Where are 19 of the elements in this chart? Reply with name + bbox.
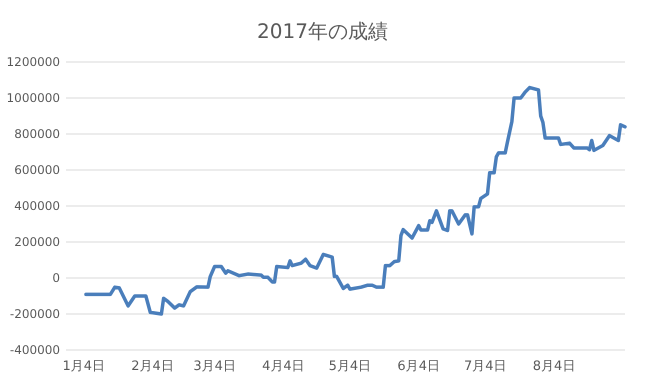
y-tick-label: 600000 [14,163,60,178]
x-tick-label: 1月4日 [62,359,106,374]
y-tick-label: 200000 [14,235,60,250]
x-tick-label: 8月4日 [532,359,576,374]
y-tick-label: 1200000 [6,55,60,70]
y-tick-label: 400000 [14,199,60,214]
x-tick-label: 5月4日 [328,359,372,374]
y-tick-label: -400000 [10,343,60,358]
x-tick-label: 3月4日 [193,359,236,374]
x-tick-label: 7月4日 [464,359,507,374]
line-series [84,86,627,316]
y-tick-label: 1000000 [6,91,60,106]
y-tick-label: 800000 [14,127,60,142]
x-tick-label: 6月4日 [397,359,440,374]
y-tick-label: 0 [52,271,60,286]
chart-title: 2017年の成績 [257,19,388,43]
y-tick-label: -200000 [10,307,60,322]
x-tick-label: 2月4日 [131,359,174,374]
x-tick-label: 4月4日 [262,359,305,374]
